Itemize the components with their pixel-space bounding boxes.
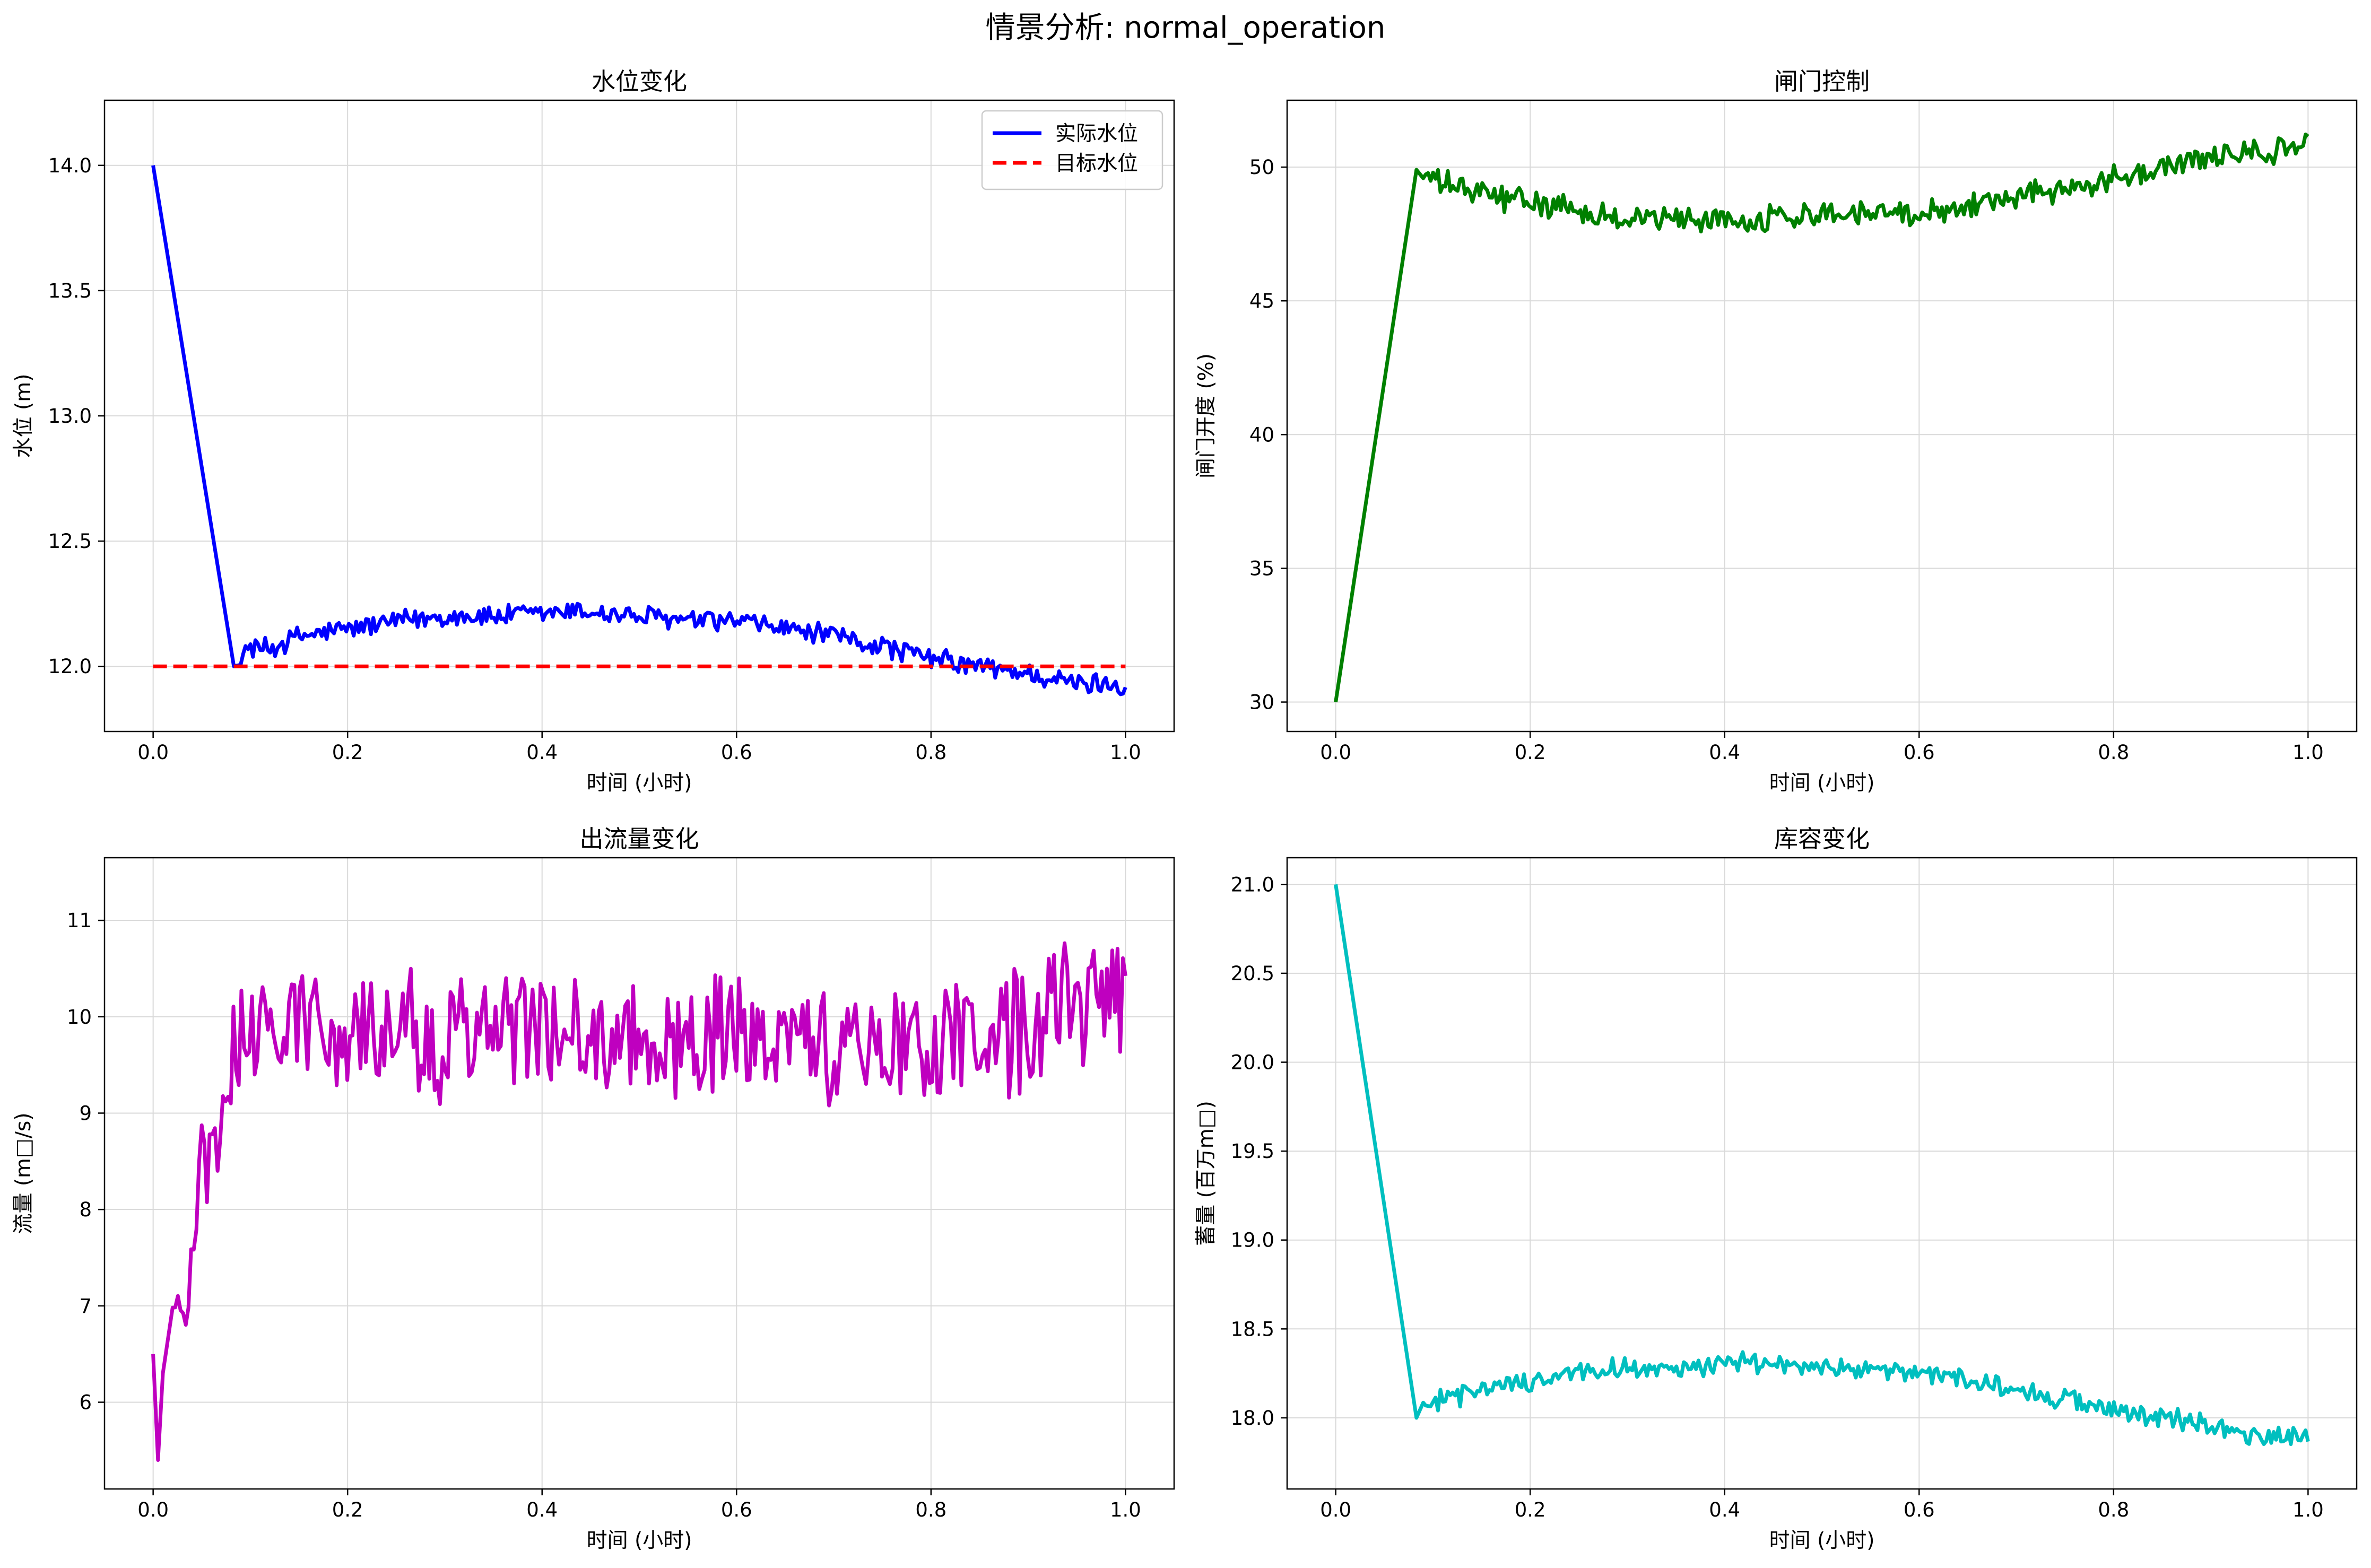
x-tick-label: 0.6 — [1904, 741, 1935, 764]
series-line — [1334, 132, 2309, 703]
subplot-title: 出流量变化 — [579, 825, 699, 853]
subplot-storage: 0.0 0.2 0.4 0.6 0.8 1.0 18.0 18.5 19.0 19.5 20.0 20… — [1194, 825, 2358, 1553]
y-axis-label: 蓄量 (百万m□) — [1194, 1101, 1218, 1246]
legend-box — [981, 110, 1163, 190]
subplot-water-level: 0.0 0.2 0.4 0.6 0.8 1.0 12.0 12.5 13.0 13.5 14.0 水位… — [12, 67, 1175, 795]
x-tick-label: 1.0 — [1110, 1499, 1141, 1521]
x-axis-label: 时间 (小时) — [1769, 771, 1875, 795]
x-tick-label: 0.6 — [721, 741, 752, 764]
x-tick-label: 0.8 — [2098, 1499, 2129, 1521]
series-line — [151, 165, 1127, 696]
y-tick-label: 9 — [79, 1102, 92, 1125]
x-tick-label: 0.2 — [332, 741, 363, 764]
series-line — [151, 941, 1127, 1462]
y-tick-label: 50 — [1249, 156, 1274, 179]
x-tick-label: 0.0 — [1320, 1499, 1351, 1521]
plot-frame — [1286, 99, 2358, 733]
plot-frame — [103, 857, 1175, 1490]
y-tick-label: 19.0 — [1231, 1229, 1274, 1252]
y-axis-label: 流量 (m□/s) — [12, 1112, 36, 1234]
y-tick-label: 14.0 — [48, 154, 92, 177]
x-tick-label: 1.0 — [1110, 741, 1141, 764]
y-tick-label: 21.0 — [1231, 873, 1274, 896]
x-tick-label: 0.2 — [332, 1499, 363, 1521]
series-line — [1334, 884, 2310, 1446]
x-tick-label: 0.4 — [1709, 1499, 1740, 1521]
y-tick-label: 45 — [1249, 290, 1274, 312]
x-tick-label: 0.0 — [1320, 741, 1351, 764]
subplot-title: 库容变化 — [1774, 825, 1870, 853]
y-tick-label: 30 — [1249, 691, 1274, 714]
y-tick-label: 11 — [67, 909, 92, 932]
y-tick-label: 40 — [1249, 423, 1274, 446]
x-axis-label: 时间 (小时) — [1769, 1529, 1875, 1553]
x-tick-label: 1.0 — [2292, 741, 2324, 764]
figure-title: 情景分析: normal_operation — [985, 11, 1386, 45]
y-tick-label: 7 — [79, 1295, 92, 1318]
legend-label: 目标水位 — [1055, 152, 1138, 176]
legend-label: 实际水位 — [1055, 122, 1138, 146]
y-tick-label: 8 — [79, 1198, 92, 1221]
plot-frame — [1286, 857, 2358, 1490]
x-tick-label: 0.8 — [915, 741, 946, 764]
x-tick-label: 0.4 — [1709, 741, 1740, 764]
x-tick-label: 0.4 — [526, 1499, 558, 1521]
x-tick-label: 0.2 — [1515, 741, 1546, 764]
y-tick-label: 10 — [67, 1006, 92, 1029]
y-tick-label: 13.5 — [48, 280, 92, 302]
x-axis-label: 时间 (小时) — [587, 771, 692, 795]
x-tick-label: 0.8 — [2098, 741, 2129, 764]
subplot-title: 水位变化 — [592, 67, 687, 95]
y-tick-label: 35 — [1249, 557, 1274, 580]
x-tick-label: 0.4 — [526, 741, 558, 764]
x-tick-label: 0.8 — [915, 1499, 946, 1521]
y-tick-label: 18.5 — [1231, 1318, 1274, 1340]
x-tick-label: 1.0 — [2292, 1499, 2324, 1521]
y-tick-label: 12.5 — [48, 530, 92, 553]
y-tick-label: 13.0 — [48, 405, 92, 428]
x-tick-label: 0.2 — [1515, 1499, 1546, 1521]
y-axis-label: 水位 (m) — [12, 374, 36, 458]
y-tick-label: 19.5 — [1231, 1140, 1274, 1163]
y-tick-label: 18.0 — [1231, 1407, 1274, 1430]
y-tick-label: 12.0 — [48, 655, 92, 678]
y-axis-label: 闸门开度 (%) — [1194, 353, 1218, 478]
y-tick-label: 20.0 — [1231, 1051, 1274, 1074]
x-tick-label: 0.6 — [721, 1499, 752, 1521]
x-axis-label: 时间 (小时) — [587, 1529, 692, 1553]
x-tick-label: 0.6 — [1904, 1499, 1935, 1521]
y-tick-label: 20.5 — [1231, 962, 1274, 985]
x-tick-label: 0.0 — [137, 741, 169, 764]
y-tick-label: 6 — [79, 1391, 92, 1414]
x-tick-label: 0.0 — [137, 1499, 169, 1521]
subplot-title: 闸门控制 — [1774, 67, 1870, 95]
